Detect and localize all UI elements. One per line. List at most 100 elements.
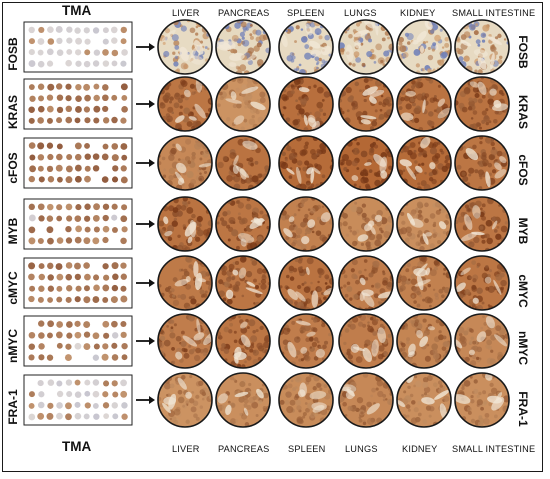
tma-title-bottom: TMA (62, 439, 92, 454)
tma-core (29, 95, 36, 102)
tma-core (56, 380, 63, 387)
tma-core (28, 273, 35, 281)
tma-core (103, 332, 110, 339)
tma-core (38, 320, 45, 327)
micrograph-fosb-pancreas (216, 20, 270, 74)
tma-core (74, 296, 81, 303)
tma-core (66, 215, 73, 222)
micrograph-border (396, 19, 452, 75)
micrograph-cmyc-small-intestine (455, 256, 509, 310)
tma-core (110, 296, 118, 304)
tma-core (102, 27, 109, 34)
micrograph-fosb-liver (158, 20, 212, 74)
tma-core (47, 237, 54, 245)
tma-core (92, 237, 100, 245)
micrograph-kras-liver (158, 77, 212, 131)
tma-core (93, 343, 100, 350)
tma-core (120, 320, 127, 328)
tma-core (75, 225, 82, 233)
tma-core (55, 25, 63, 33)
tma-core (93, 94, 100, 102)
tma-core (28, 203, 35, 211)
tma-core (47, 285, 55, 292)
micrograph-kras-lungs (339, 77, 393, 131)
tma-core (75, 204, 82, 211)
micrograph-border (338, 196, 394, 252)
tma-core (56, 49, 64, 56)
tma-core (38, 354, 45, 361)
tma-core (121, 226, 128, 233)
column-footer-spleen: SPLEEN (288, 444, 326, 454)
tma-core (74, 391, 82, 398)
tma-core (65, 273, 73, 281)
tma-core (102, 402, 110, 409)
tma-core (28, 331, 36, 339)
micrograph-kras-small-intestine (455, 77, 509, 131)
tma-core (102, 214, 109, 222)
tma-core (65, 379, 73, 386)
micrograph-border (338, 76, 394, 132)
tma-core (38, 215, 45, 222)
tma-core (28, 214, 36, 222)
tma-core (111, 60, 118, 67)
tma-core (120, 390, 128, 398)
tma-core (66, 153, 73, 160)
tma-core (112, 165, 119, 172)
micrograph-border (454, 196, 510, 252)
column-header-lungs: LUNGS (344, 8, 377, 18)
tma-core (102, 320, 110, 328)
tma-core (65, 105, 73, 113)
tma-core (102, 94, 109, 102)
tma-core (37, 296, 44, 303)
tma-core (38, 343, 45, 350)
tma-core (47, 26, 54, 33)
tma-core (121, 342, 128, 350)
tma-core (37, 154, 45, 161)
micrograph-kras-pancreas (216, 77, 270, 131)
tma-core (46, 60, 54, 67)
tma-core (46, 142, 54, 149)
micrograph-nmyc-lungs (339, 314, 393, 368)
tma-core (56, 204, 63, 211)
micrograph-border (215, 313, 271, 369)
tma-core (47, 320, 55, 328)
tma-core (93, 117, 100, 124)
tma-core (65, 402, 72, 410)
micrograph-border (278, 76, 334, 132)
tma-core (92, 214, 100, 222)
tma-core (66, 332, 73, 339)
tma-core (112, 413, 119, 420)
tma-core (37, 412, 45, 420)
tma-core (103, 380, 110, 387)
tma-core (74, 164, 82, 172)
tma-core (74, 412, 82, 420)
tma-core (56, 117, 63, 124)
micrograph-border (278, 135, 334, 191)
tma-core (38, 263, 45, 270)
tma-core (92, 296, 100, 303)
column-header-small-intestine: SMALL INTESTINE (452, 8, 536, 18)
micrograph-border (278, 19, 334, 75)
tma-core (84, 379, 91, 386)
tma-core (83, 285, 90, 292)
tma-core (66, 48, 73, 55)
tma-core (74, 331, 82, 339)
column-footer-pancreas: PANCREAS (218, 444, 270, 454)
arrow-head-nmyc (149, 337, 155, 345)
tma-core (75, 83, 82, 91)
tma-core (84, 390, 91, 397)
tma-core (102, 143, 109, 150)
tma-core (92, 153, 100, 160)
tma-core (28, 262, 36, 270)
micrograph-border (278, 372, 334, 428)
micrograph-cfos-small-intestine (455, 136, 509, 190)
tma-core (75, 285, 82, 292)
tma-core (101, 176, 109, 183)
tma-core (102, 225, 110, 233)
tma-core (84, 175, 91, 183)
tma-core (121, 413, 128, 420)
tma-core (120, 176, 128, 184)
tma-core (65, 237, 73, 244)
tma-core (120, 331, 127, 339)
tma-core (65, 343, 72, 350)
